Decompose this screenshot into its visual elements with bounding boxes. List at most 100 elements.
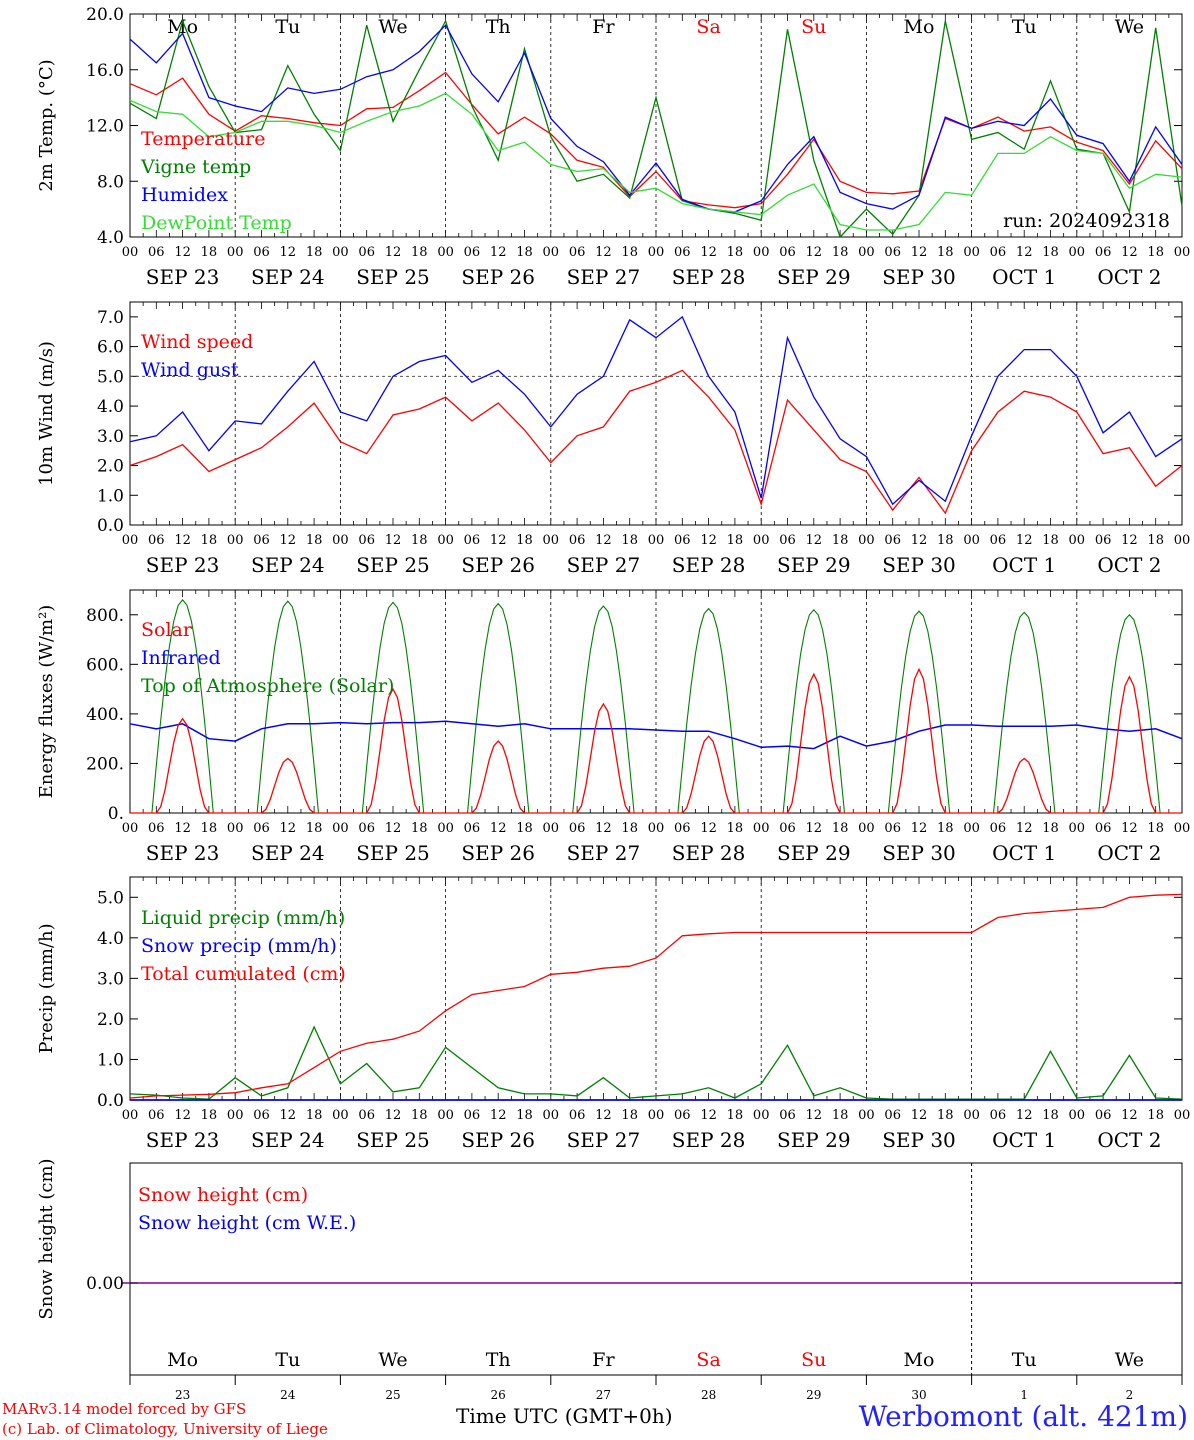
hour-tick-label: 06 <box>1095 821 1112 836</box>
day-label: SEP 26 <box>461 1128 535 1152</box>
hour-tick-label: 00 <box>543 1108 560 1123</box>
hour-tick-label: 12 <box>174 1108 191 1123</box>
hour-tick-label: 06 <box>464 821 481 836</box>
hour-tick-label: 06 <box>569 245 586 260</box>
hour-tick-label: 12 <box>490 245 507 260</box>
hour-tick-label: 12 <box>1016 821 1033 836</box>
hour-tick-label: 18 <box>621 821 638 836</box>
day-label: SEP 23 <box>146 265 220 289</box>
hour-tick-label: 12 <box>700 821 717 836</box>
hour-tick-label: 06 <box>1095 1108 1112 1123</box>
hour-tick-label: 12 <box>595 1108 612 1123</box>
hour-tick-label: 12 <box>911 245 928 260</box>
hour-tick-label: 00 <box>122 821 139 836</box>
hour-tick-label: 12 <box>595 821 612 836</box>
day-label: SEP 27 <box>567 265 641 289</box>
day-number: 27 <box>596 1388 611 1402</box>
series-total-cumulated-cm <box>129 893 1183 1099</box>
day-label: SEP 26 <box>461 841 535 865</box>
hour-tick-label: 12 <box>1121 1108 1138 1123</box>
legend-infrared: Infrared <box>141 647 221 669</box>
hour-tick-label: 00 <box>1174 533 1191 548</box>
legend-temperature: Temperature <box>141 128 265 150</box>
hour-tick-label: 06 <box>779 1108 796 1123</box>
y-tick-label: 7.0 <box>97 308 124 328</box>
hour-tick-label: 12 <box>806 1108 823 1123</box>
day-label: SEP 24 <box>251 553 325 577</box>
hour-tick-label: 06 <box>464 533 481 548</box>
y-tick-label: 0.0 <box>97 516 124 536</box>
y-tick-label: 1.0 <box>97 486 124 506</box>
legend-wind-speed: Wind speed <box>141 331 253 353</box>
y-tick-label: 600. <box>86 655 124 675</box>
hour-tick-label: 06 <box>253 533 270 548</box>
hour-tick-label: 00 <box>227 1108 244 1123</box>
hour-tick-label: 12 <box>700 245 717 260</box>
hour-tick-label: 06 <box>148 821 165 836</box>
hour-tick-label: 06 <box>674 245 691 260</box>
hour-tick-label: 06 <box>990 1108 1007 1123</box>
hour-tick-label: 06 <box>253 245 270 260</box>
series-temperature <box>129 71 1183 209</box>
hour-tick-label: 06 <box>884 245 901 260</box>
y-tick-label: 16.0 <box>86 61 124 81</box>
hour-tick-label: 18 <box>727 245 744 260</box>
day-number: 25 <box>385 1388 400 1402</box>
hour-tick-label: 06 <box>674 533 691 548</box>
day-label: SEP 28 <box>672 553 746 577</box>
hour-tick-label: 18 <box>937 821 954 836</box>
y-axis-label: Precip (mm/h) <box>36 923 57 1053</box>
panel-3-frame <box>129 589 1183 814</box>
hour-tick-label: 06 <box>148 533 165 548</box>
day-label: SEP 23 <box>146 841 220 865</box>
hour-tick-label: 12 <box>700 1108 717 1123</box>
hour-tick-label: 00 <box>963 821 980 836</box>
day-label: OCT 1 <box>992 1128 1056 1152</box>
hour-tick-label: 18 <box>1042 821 1059 836</box>
hour-tick-label: 12 <box>1016 533 1033 548</box>
hour-tick-label: 18 <box>832 533 849 548</box>
hour-tick-label: 12 <box>911 821 928 836</box>
hour-tick-label: 00 <box>437 533 454 548</box>
day-label: OCT 2 <box>1097 553 1161 577</box>
day-label: SEP 25 <box>356 553 430 577</box>
hour-tick-label: 00 <box>1069 821 1086 836</box>
day-label: SEP 29 <box>777 841 851 865</box>
hour-tick-label: 12 <box>490 533 507 548</box>
hour-tick-label: 18 <box>832 1108 849 1123</box>
legend-solar: Solar <box>141 619 193 641</box>
y-tick-label: 400. <box>86 705 124 725</box>
hour-tick-label: 00 <box>122 1108 139 1123</box>
hour-tick-label: 18 <box>306 245 323 260</box>
hour-tick-label: 12 <box>806 533 823 548</box>
hour-tick-label: 12 <box>385 245 402 260</box>
y-tick-label: 800. <box>86 606 124 626</box>
hour-tick-label: 18 <box>727 533 744 548</box>
hour-tick-label: 18 <box>306 821 323 836</box>
day-label: SEP 25 <box>356 265 430 289</box>
y-tick-label: 0.0 <box>97 1091 124 1111</box>
hour-tick-label: 00 <box>858 533 875 548</box>
weekday-label: Fr <box>592 1349 615 1371</box>
hour-tick-label: 00 <box>1069 245 1086 260</box>
hour-tick-label: 12 <box>1121 533 1138 548</box>
y-tick-label: 200. <box>86 754 124 774</box>
hour-tick-label: 12 <box>595 533 612 548</box>
hour-tick-label: 00 <box>543 821 560 836</box>
hour-tick-label: 00 <box>332 533 349 548</box>
series-humidex <box>129 24 1183 213</box>
hour-tick-label: 00 <box>227 245 244 260</box>
weekday-label: Mo <box>167 16 198 38</box>
weekday-label: Fr <box>592 16 615 38</box>
day-label: SEP 24 <box>251 265 325 289</box>
hour-tick-label: 12 <box>280 533 297 548</box>
hour-tick-label: 06 <box>1095 245 1112 260</box>
hour-tick-label: 18 <box>201 245 218 260</box>
hour-tick-label: 06 <box>253 1108 270 1123</box>
hour-tick-label: 00 <box>437 1108 454 1123</box>
hour-tick-label: 06 <box>779 245 796 260</box>
day-number: 2 <box>1126 1388 1134 1402</box>
y-tick-label: 4.0 <box>97 228 124 248</box>
hour-tick-label: 00 <box>963 1108 980 1123</box>
hour-tick-label: 06 <box>358 821 375 836</box>
